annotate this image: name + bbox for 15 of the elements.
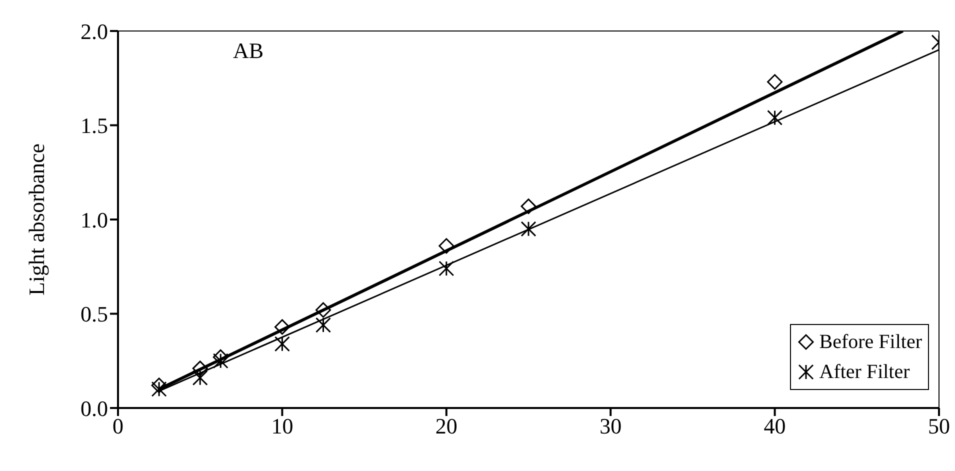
annotation: AB (233, 38, 264, 64)
y-tick-label: 0.0 (80, 396, 108, 421)
legend-label: Before Filter (819, 330, 922, 355)
x-tick-label: 50 (928, 414, 950, 439)
y-tick-label: 1.5 (80, 113, 108, 138)
legend-label: After Filter (819, 360, 910, 385)
x-tick-label: 0 (112, 414, 124, 439)
y-tick-label: 0.5 (80, 302, 108, 327)
y-tick-label: 2.0 (80, 18, 108, 44)
x-tick-label: 20 (435, 414, 458, 439)
x-tick-label: 10 (271, 414, 294, 439)
x-tick-label: 30 (600, 414, 622, 439)
y-tick-label: 1.0 (80, 207, 108, 232)
x-tick-label: 40 (764, 414, 786, 439)
y-axis-title: Light absorbance (24, 143, 49, 296)
